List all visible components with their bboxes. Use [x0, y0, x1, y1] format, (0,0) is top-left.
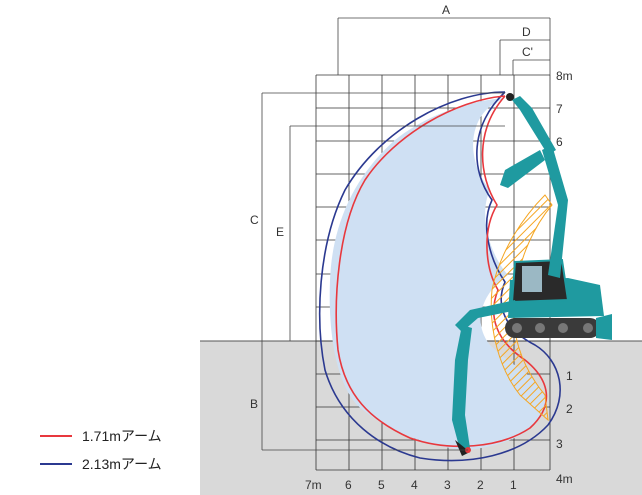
right-scale-label: 8m: [556, 69, 573, 83]
bottom-scale-label: 5: [378, 478, 385, 492]
right-scale-label: 3: [556, 437, 563, 451]
dim-label-e: E: [276, 225, 284, 239]
legend-label: 2.13mアーム: [82, 456, 162, 472]
envelope-2-13m-arm: [318, 91, 561, 462]
dim-label-c: C: [250, 213, 259, 227]
counterweight-swing-hatch: [490, 194, 553, 422]
right-scale-label: 4m: [556, 472, 573, 486]
arm-raised: [512, 96, 556, 155]
right-scale-label: 7: [556, 102, 563, 116]
legend-swatch-blue: [40, 463, 72, 465]
crawler-track: [505, 318, 600, 338]
bottom-scale-label: 3: [444, 478, 451, 492]
legend-label: 1.71mアーム: [82, 428, 162, 444]
bottom-scale-label: 4: [411, 478, 418, 492]
dozer-blade: [596, 314, 612, 340]
dim-label-d: D: [522, 25, 531, 39]
legend-item-1-71m-arm: 1.71mアーム: [40, 426, 162, 446]
arm-lowered: [452, 325, 472, 450]
boom-raised: [542, 145, 568, 278]
right-scale-label: 1: [566, 369, 573, 383]
envelope-1-71m-arm: [335, 95, 548, 448]
excavator-illustration: [452, 93, 612, 456]
right-scale-label: 6: [556, 135, 563, 149]
bottom-scale-label: 7m: [305, 478, 322, 492]
legend-item-2-13m-arm: 2.13mアーム: [40, 454, 162, 474]
bottom-scale-label: 1: [510, 478, 517, 492]
dim-label-a: A: [442, 3, 450, 17]
boom-lowered: [455, 300, 518, 332]
dim-label-c-prime: C': [522, 45, 533, 59]
legend-swatch-red: [40, 435, 72, 437]
right-scale-label: 2: [566, 402, 573, 416]
reach-area-fill: [329, 98, 546, 450]
bottom-scale-label: 2: [477, 478, 484, 492]
arm-raised-2: [500, 150, 545, 188]
dim-label-b: B: [250, 397, 258, 411]
bottom-scale-label: 6: [345, 478, 352, 492]
dimension-lines: [261, 17, 551, 451]
